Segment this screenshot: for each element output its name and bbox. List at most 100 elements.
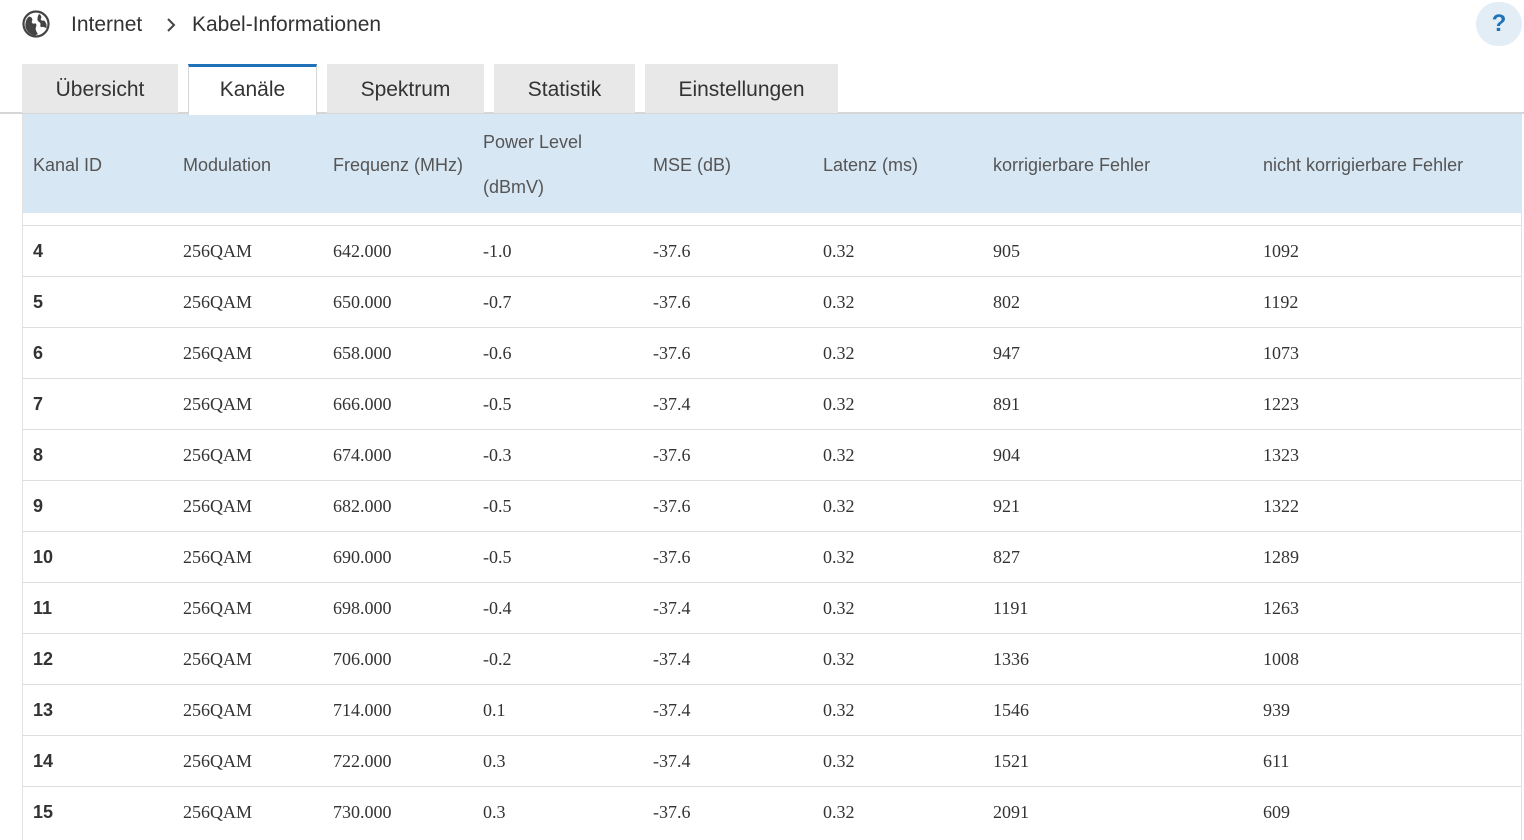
cell-power-level: -0.5 (483, 394, 512, 414)
cell-latenz: 0.32 (823, 241, 855, 261)
cell-korrigierbare-fehler: 891 (993, 394, 1020, 414)
table-row: 10 256QAM 690.000 -0.5 -37.6 0.32 827 1289 (23, 531, 1521, 582)
cell-kanal-id: 6 (33, 343, 44, 363)
channel-table: Kanal ID Modulation Frequenz (MHz) Power… (22, 114, 1522, 840)
cell-modulation: 256QAM (183, 547, 253, 567)
tab-kanaele[interactable]: Kanäle (188, 64, 317, 115)
cell-frequenz: 714.000 (333, 700, 392, 720)
cell-power-level: -0.5 (483, 547, 512, 567)
cell-modulation: 256QAM (183, 496, 253, 516)
cell-power-level: 0.1 (483, 700, 506, 720)
cell-mse: -37.6 (653, 496, 691, 516)
cell-korrigierbare-fehler: 1336 (993, 649, 1029, 669)
column-header-power-level: Power Level (dBmV) (483, 120, 582, 210)
cell-modulation: 256QAM (183, 241, 253, 261)
cell-korrigierbare-fehler: 947 (993, 343, 1020, 363)
cell-power-level: 0.3 (483, 802, 506, 822)
cell-latenz: 0.32 (823, 496, 855, 516)
table-row: 15 256QAM 730.000 0.3 -37.6 0.32 2091 609 (23, 786, 1521, 837)
cell-latenz: 0.32 (823, 343, 855, 363)
cell-kanal-id: 9 (33, 496, 44, 516)
cell-korrigierbare-fehler: 905 (993, 241, 1020, 261)
cell-frequenz: 690.000 (333, 547, 392, 567)
column-header-kanal-id: Kanal ID (33, 155, 103, 175)
cell-power-level: 0.3 (483, 751, 506, 771)
breadcrumb-internet[interactable]: Internet (71, 13, 143, 36)
cell-nicht-korrigierbare-fehler: 1073 (1263, 343, 1299, 363)
table-row: 11 256QAM 698.000 -0.4 -37.4 0.32 1191 1263 (23, 582, 1521, 633)
cell-kanal-id: 11 (33, 598, 53, 618)
cell-frequenz: 674.000 (333, 445, 392, 465)
cell-nicht-korrigierbare-fehler: 1192 (1263, 292, 1299, 312)
cell-power-level: -0.2 (483, 649, 512, 669)
cell-mse: -37.6 (653, 802, 691, 822)
tab-uebersicht[interactable]: Übersicht (22, 64, 178, 113)
column-header-power-level-line2: (dBmV) (483, 177, 545, 197)
page-header: Internet Kabel-Informationen ? (0, 0, 1524, 50)
cell-latenz: 0.32 (823, 649, 855, 669)
cell-power-level: -0.6 (483, 343, 512, 363)
cell-frequenz: 666.000 (333, 394, 392, 414)
tab-statistik[interactable]: Statistik (494, 64, 635, 113)
cell-mse: -37.4 (653, 751, 691, 771)
table-row: 12 256QAM 706.000 -0.2 -37.4 0.32 1336 1008 (23, 633, 1521, 684)
table-row: 14 256QAM 722.000 0.3 -37.4 0.32 1521 611 (23, 735, 1521, 786)
page-title: Kabel-Informationen (192, 13, 382, 36)
cell-kanal-id: 13 (33, 700, 54, 720)
cell-modulation: 256QAM (183, 394, 253, 414)
table-body: 4 256QAM 642.000 -1.0 -37.6 0.32 905 1092 5 256QA… (23, 225, 1521, 837)
cell-nicht-korrigierbare-fehler: 1289 (1263, 547, 1299, 567)
cell-latenz: 0.32 (823, 292, 855, 312)
cell-nicht-korrigierbare-fehler: 1092 (1263, 241, 1299, 261)
cell-power-level: -0.4 (483, 598, 512, 618)
cell-latenz: 0.32 (823, 394, 855, 414)
column-header-modulation: Modulation (183, 155, 272, 175)
cell-frequenz: 730.000 (333, 802, 392, 822)
cell-latenz: 0.32 (823, 445, 855, 465)
cell-nicht-korrigierbare-fehler: 1263 (1263, 598, 1299, 618)
column-header-mse: MSE (dB) (653, 155, 732, 175)
cell-mse: -37.6 (653, 343, 691, 363)
table-header: Kanal ID Modulation Frequenz (MHz) Power… (23, 114, 1521, 213)
cell-mse: -37.4 (653, 700, 691, 720)
cell-modulation: 256QAM (183, 802, 253, 822)
cell-nicht-korrigierbare-fehler: 1322 (1263, 496, 1299, 516)
cell-mse: -37.4 (653, 649, 691, 669)
cell-korrigierbare-fehler: 904 (993, 445, 1020, 465)
cell-frequenz: 706.000 (333, 649, 392, 669)
cell-mse: -37.4 (653, 394, 691, 414)
column-header-latenz: Latenz (ms) (823, 155, 919, 175)
cell-mse: -37.6 (653, 445, 691, 465)
cell-nicht-korrigierbare-fehler: 1323 (1263, 445, 1299, 465)
cell-power-level: -0.3 (483, 445, 512, 465)
table-row: 5 256QAM 650.000 -0.7 -37.6 0.32 802 1192 (23, 276, 1521, 327)
cell-nicht-korrigierbare-fehler: 939 (1263, 700, 1290, 720)
tab-einstellungen[interactable]: Einstellungen (645, 64, 838, 113)
cell-kanal-id: 5 (33, 292, 44, 312)
table-row: 9 256QAM 682.000 -0.5 -37.6 0.32 921 1322 (23, 480, 1521, 531)
table-row: 13 256QAM 714.000 0.1 -37.4 0.32 1546 939 (23, 684, 1521, 735)
cell-modulation: 256QAM (183, 292, 253, 312)
cell-latenz: 0.32 (823, 598, 855, 618)
cell-korrigierbare-fehler: 1521 (993, 751, 1029, 771)
column-header-nicht-korrigierbare-fehler: nicht korrigierbare Fehler (1263, 155, 1464, 175)
cell-korrigierbare-fehler: 1191 (993, 598, 1029, 618)
cell-latenz: 0.32 (823, 547, 855, 567)
cell-power-level: -1.0 (483, 241, 512, 261)
cell-mse: -37.4 (653, 598, 691, 618)
cell-kanal-id: 12 (33, 649, 54, 669)
cell-korrigierbare-fehler: 1546 (993, 700, 1029, 720)
cell-mse: -37.6 (653, 292, 691, 312)
cell-modulation: 256QAM (183, 700, 253, 720)
cell-latenz: 0.32 (823, 700, 855, 720)
tab-spektrum[interactable]: Spektrum (327, 64, 484, 113)
table-row: 7 256QAM 666.000 -0.5 -37.4 0.32 891 1223 (23, 378, 1521, 429)
globe-icon (22, 10, 50, 38)
cell-nicht-korrigierbare-fehler: 1223 (1263, 394, 1299, 414)
cell-kanal-id: 10 (33, 547, 54, 567)
cell-modulation: 256QAM (183, 598, 253, 618)
help-button[interactable]: ? (1476, 2, 1522, 46)
table-row: 8 256QAM 674.000 -0.3 -37.6 0.32 904 1323 (23, 429, 1521, 480)
cell-frequenz: 650.000 (333, 292, 392, 312)
cell-nicht-korrigierbare-fehler: 611 (1263, 751, 1290, 771)
